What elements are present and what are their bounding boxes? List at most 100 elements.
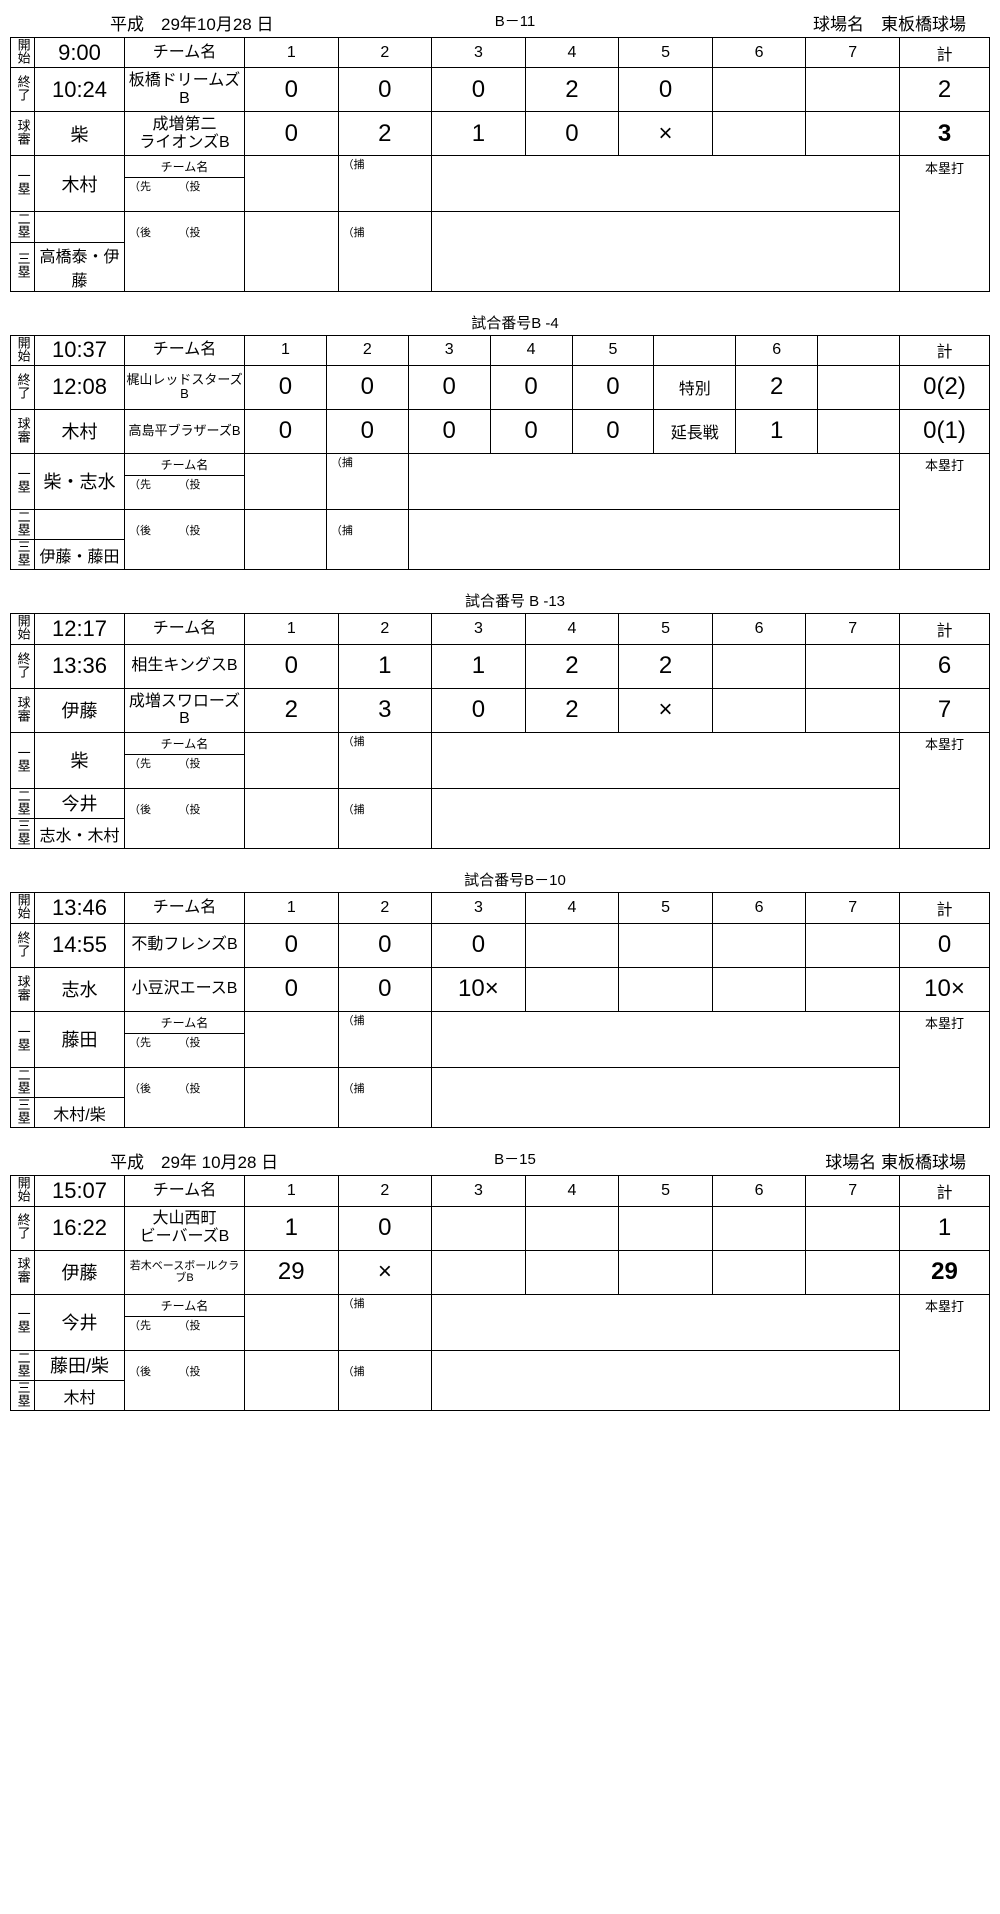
team-header: チーム名: [125, 1176, 245, 1206]
hr-header: 本塁打: [900, 453, 990, 475]
game-code: 試合番号 B -13: [420, 590, 610, 611]
label-end: 終了: [11, 644, 35, 688]
total-header: 計: [900, 335, 990, 365]
team2-name: 高島平ブラザーズB: [125, 409, 245, 453]
umpire: 志水: [35, 967, 125, 1011]
ump-3b: 伊藤・藤田: [35, 540, 125, 570]
hr-cell: [900, 754, 990, 849]
go-to: （後 （投: [125, 509, 245, 570]
team-header: チーム名: [125, 38, 245, 68]
sub-team-header: チーム名: [125, 156, 245, 178]
game-date: [110, 869, 420, 890]
game-field: [610, 869, 986, 890]
label-start: 開始: [11, 38, 35, 68]
game-header: 試合番号B－10: [10, 869, 990, 892]
label-3b: 三塁: [11, 819, 35, 849]
label-1b: 一塁: [11, 732, 35, 788]
label-3b: 三塁: [11, 540, 35, 570]
score-table: 開始 15:07 チーム名 1234567 計 終了 16:22 大山西町ビーバ…: [10, 1175, 990, 1411]
team1-name: 相生キングスB: [125, 644, 245, 688]
label-1b: 一塁: [11, 1294, 35, 1350]
game-code: B－15: [420, 1148, 610, 1173]
hr-header: 本塁打: [900, 1011, 990, 1033]
label-start: 開始: [11, 893, 35, 923]
game-header: 平成 29年 10月28 日 B－15 球場名 東板橋球場: [10, 1148, 990, 1175]
game-header: 試合番号B -4: [10, 312, 990, 335]
team2-total: 29: [900, 1250, 990, 1294]
start-time: 9:00: [35, 38, 125, 68]
sen-to: （先 （投: [125, 1316, 245, 1350]
label-3b: 三塁: [11, 242, 35, 291]
team2-name: 小豆沢エースB: [125, 967, 245, 1011]
label-end: 終了: [11, 923, 35, 967]
score-table: 開始 12:17 チーム名 1234567 計 終了 13:36 相生キングスB…: [10, 613, 990, 849]
game-field: [610, 590, 986, 611]
game-code: 試合番号B -4: [420, 312, 610, 333]
label-2b: 二塁: [11, 509, 35, 539]
game-field: 球場名 東板橋球場: [610, 1148, 986, 1173]
sub-team-header: チーム名: [125, 732, 245, 754]
game-block: 平成 29年 10月28 日 B－15 球場名 東板橋球場 開始 15:07 チ…: [10, 1148, 990, 1411]
end-time: 10:24: [35, 68, 125, 112]
ump-3b: 木村: [35, 1380, 125, 1410]
start-time: 10:37: [35, 335, 125, 365]
label-ump: 球審: [11, 112, 35, 156]
sub-team-header: チーム名: [125, 1011, 245, 1033]
ump-2b: 今井: [35, 788, 125, 818]
sen-to: （先 （投: [125, 754, 245, 788]
ump-1b: 藤田: [35, 1011, 125, 1067]
end-time: 12:08: [35, 365, 125, 409]
end-time: 14:55: [35, 923, 125, 967]
label-end: 終了: [11, 365, 35, 409]
label-ump: 球審: [11, 967, 35, 1011]
game-block: 試合番号B－10 開始 13:46 チーム名 1234567 計 終了 14:5…: [10, 869, 990, 1128]
score-table: 開始 13:46 チーム名 1234567 計 終了 14:55 不動フレンズB…: [10, 892, 990, 1128]
go-to: （後 （投: [125, 788, 245, 849]
hr-cell: [900, 475, 990, 570]
label-end: 終了: [11, 1206, 35, 1250]
label-2b: 二塁: [11, 212, 35, 242]
game-code: 試合番号B－10: [420, 869, 610, 890]
team1-total: 0(2): [900, 365, 990, 409]
ump-3b: 志水・木村: [35, 819, 125, 849]
hr-cell: [900, 1316, 990, 1411]
label-ump: 球審: [11, 409, 35, 453]
label-end: 終了: [11, 68, 35, 112]
label-3b: 三塁: [11, 1097, 35, 1127]
ump-3b: 高橋泰・伊藤: [35, 242, 125, 291]
label-2b: 二塁: [11, 1067, 35, 1097]
team2-name: 若木ベースボールクラブB: [125, 1250, 245, 1294]
go-to: （後 （投: [125, 212, 245, 291]
ump-1b: 木村: [35, 156, 125, 212]
team1-total: 2: [900, 68, 990, 112]
total-header: 計: [900, 1176, 990, 1206]
team1-total: 6: [900, 644, 990, 688]
game-header: 試合番号 B -13: [10, 590, 990, 613]
label-1b: 一塁: [11, 1011, 35, 1067]
team1-total: 1: [900, 1206, 990, 1250]
ump-3b: 木村/柴: [35, 1097, 125, 1127]
go-to: （後 （投: [125, 1350, 245, 1411]
sub-team-header: チーム名: [125, 453, 245, 475]
ump-1b: 柴・志水: [35, 453, 125, 509]
game-block: 試合番号 B -13 開始 12:17 チーム名 1234567 計 終了 13…: [10, 590, 990, 849]
game-header: 平成 29年10月28 日 B－11 球場名 東板橋球場: [10, 10, 990, 37]
label-start: 開始: [11, 1176, 35, 1206]
hr-header: 本塁打: [900, 1294, 990, 1316]
game-date: 平成 29年10月28 日: [110, 10, 420, 35]
ump-2b: [35, 509, 125, 539]
umpire: 伊藤: [35, 688, 125, 732]
ump-2b: [35, 212, 125, 242]
sen-to: （先 （投: [125, 178, 245, 212]
hr-header: 本塁打: [900, 732, 990, 754]
game-code: B－11: [420, 10, 610, 35]
team1-total: 0: [900, 923, 990, 967]
umpire: 柴: [35, 112, 125, 156]
label-1b: 一塁: [11, 453, 35, 509]
game-date: [110, 590, 420, 611]
label-2b: 二塁: [11, 788, 35, 818]
team2-total: 3: [900, 112, 990, 156]
hr-cell: [900, 1033, 990, 1128]
game-field: [610, 312, 986, 333]
team-header: チーム名: [125, 614, 245, 644]
